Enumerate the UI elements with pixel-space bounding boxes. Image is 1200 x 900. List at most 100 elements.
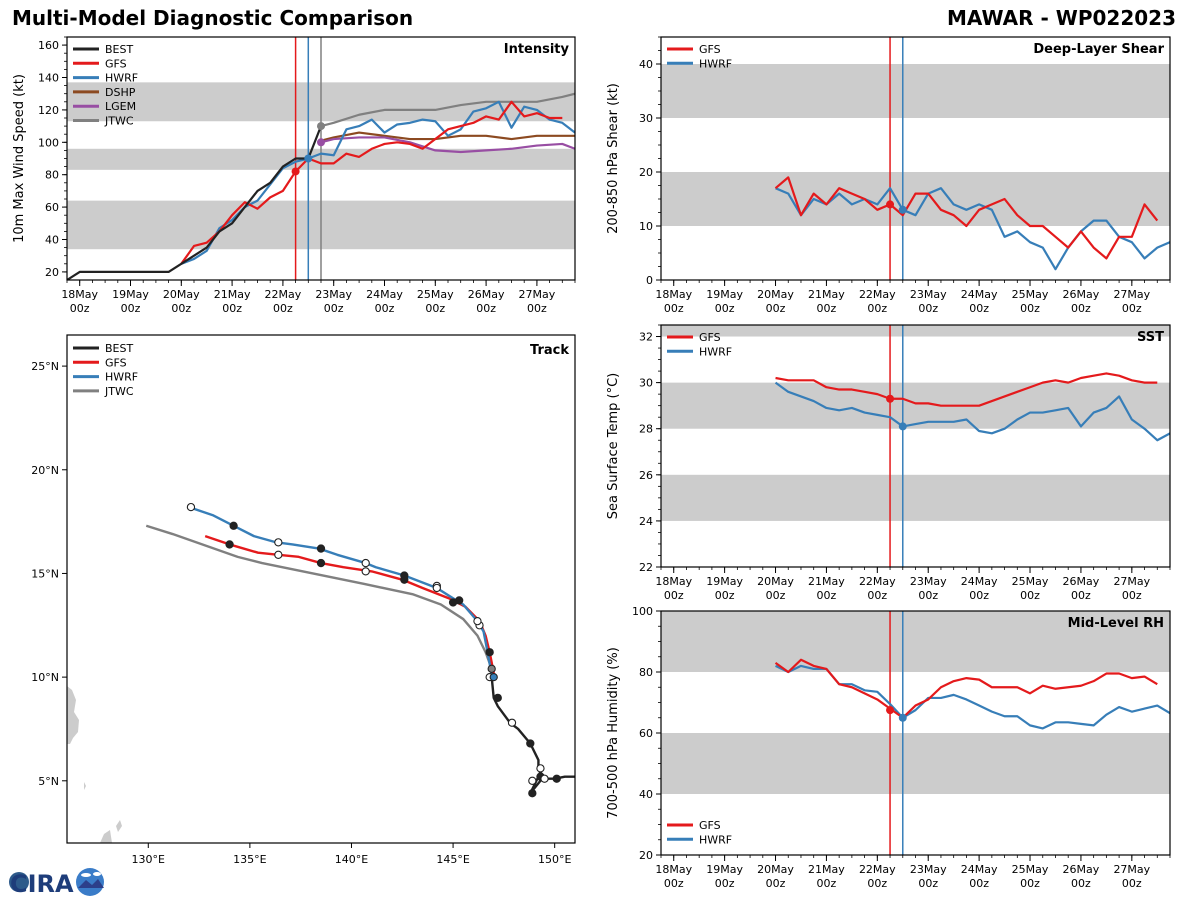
threshold-band: [661, 172, 1170, 226]
storm-id: MAWAR - WP022023: [947, 6, 1176, 30]
y-tick-label: 100: [38, 136, 59, 149]
track-marker-gfs: [316, 558, 326, 568]
x-tick-label: 26May: [1063, 863, 1100, 876]
panel-shear: 01020304018May00z19May00z20May00z21May00…: [606, 36, 1171, 315]
track-line-jtwc: [145, 524, 493, 670]
x-tick-label: 00z: [715, 877, 735, 890]
x-tick-label: 00z: [273, 302, 293, 315]
track-marker-gfs: [485, 648, 494, 657]
track-marker-gfs: [400, 575, 409, 584]
x-tick-label: 21May: [808, 863, 845, 876]
x-tick-label: 00z: [918, 877, 938, 890]
init-marker-hwrf: [898, 713, 907, 722]
track-marker-best: [526, 739, 535, 748]
land-island: [84, 782, 86, 790]
plot-area: [67, 37, 575, 280]
x-tick-label: 00z: [867, 302, 887, 315]
x-tick-label: 25May: [1012, 288, 1049, 301]
x-tick-label: 00z: [1071, 589, 1091, 602]
x-tick-label: 27May: [1113, 863, 1150, 876]
x-tick-label: 20May: [163, 288, 200, 301]
track-marker-best: [507, 718, 517, 727]
y-tick-label: 100: [632, 605, 653, 618]
legend-label-hwrf: HWRF: [105, 371, 138, 384]
track-marker-best: [536, 764, 545, 773]
x-tick-label: 00z: [121, 302, 141, 315]
panel-sst: 22242628303218May00z19May00z20May00z21Ma…: [606, 324, 1171, 602]
track-marker-gfs: [274, 550, 283, 559]
track-marker-hwrf: [229, 521, 238, 530]
y-tick-label: 30: [639, 377, 653, 390]
legend-label-hwrf: HWRF: [699, 345, 732, 358]
threshold-band: [661, 382, 1170, 429]
cira-logo: CIRA: [9, 868, 104, 898]
panel-title: Track: [530, 343, 569, 358]
x-tick-label: 26May: [1063, 288, 1100, 301]
x-tick-label: 22May: [859, 863, 896, 876]
init-marker-gfs: [886, 706, 895, 715]
legend-label-gfs: GFS: [699, 43, 721, 56]
panel-title: Intensity: [504, 42, 570, 57]
track-marker-gfs: [448, 598, 458, 607]
legend-label-gfs: GFS: [699, 819, 721, 832]
track-marker-hwrf: [489, 672, 498, 682]
plot-area: [661, 37, 1170, 280]
panel-title: Deep-Layer Shear: [1033, 42, 1164, 57]
x-tick-label: 00z: [1122, 589, 1142, 602]
legend-label-gfs: GFS: [105, 57, 127, 70]
y-tick-label: 32: [639, 331, 653, 344]
x-tick-label: 00z: [715, 302, 735, 315]
y-axis-label: 10m Max Wind Speed (kt): [12, 74, 27, 243]
y-tick-label: 20: [45, 266, 59, 279]
x-tick-label: 00z: [1020, 877, 1040, 890]
y-tick-label: 24: [639, 515, 653, 528]
track-marker-best: [552, 774, 561, 783]
y-tick-label: 30: [639, 112, 653, 125]
x-tick-label: 23May: [910, 288, 947, 301]
track-line-hwrf: [188, 505, 493, 676]
threshold-band: [661, 611, 1170, 672]
figure-title: Multi-Model Diagnostic Comparison: [12, 6, 414, 30]
y-tick-label: 80: [45, 169, 59, 182]
y-tick-label: 40: [639, 788, 653, 801]
y-tick-label: 160: [38, 39, 59, 52]
y-tick-label: 26: [639, 469, 653, 482]
series-line-hwrf: [775, 664, 1170, 730]
land-new-guinea: [100, 820, 122, 843]
x-tick-label: 22May: [859, 575, 896, 588]
y-tick-label: 60: [639, 727, 653, 740]
series-line-gfs: [775, 372, 1158, 407]
x-tick-label: 00z: [70, 302, 90, 315]
x-tick-label: 21May: [808, 575, 845, 588]
init-marker-hwrf: [898, 422, 907, 431]
axes-frame: [66, 334, 576, 844]
x-tick-label: 27May: [1113, 288, 1150, 301]
x-tick-label: 18May: [655, 288, 692, 301]
legend-label-jtwc: JTWC: [104, 115, 134, 128]
x-tick-label: 22May: [265, 288, 302, 301]
x-tick-label: 21May: [214, 288, 251, 301]
x-tick-label: 00z: [817, 302, 837, 315]
lat-tick-label: 10°N: [31, 671, 59, 684]
y-tick-label: 60: [45, 201, 59, 214]
x-tick-label: 00z: [1122, 302, 1142, 315]
x-tick-label: 00z: [918, 302, 938, 315]
x-tick-label: 00z: [664, 302, 684, 315]
axes-frame: [660, 324, 1171, 568]
x-tick-label: 00z: [969, 877, 989, 890]
series-line-hwrf: [774, 381, 1170, 442]
x-tick-label: 00z: [1020, 302, 1040, 315]
mountain-icon: [78, 879, 104, 888]
x-tick-label: 00z: [1122, 877, 1142, 890]
x-tick-label: 00z: [222, 302, 242, 315]
threshold-band: [661, 64, 1170, 118]
y-tick-label: 22: [639, 561, 653, 574]
cloud-icon: [81, 873, 91, 877]
lon-tick-label: 140°E: [335, 853, 368, 866]
x-tick-label: 21May: [808, 288, 845, 301]
x-tick-label: 00z: [171, 302, 191, 315]
x-tick-label: 19May: [112, 288, 149, 301]
legend-label-lgem: LGEM: [105, 100, 136, 113]
track-marker-gfs: [432, 583, 441, 593]
y-tick-label: 40: [639, 58, 653, 71]
